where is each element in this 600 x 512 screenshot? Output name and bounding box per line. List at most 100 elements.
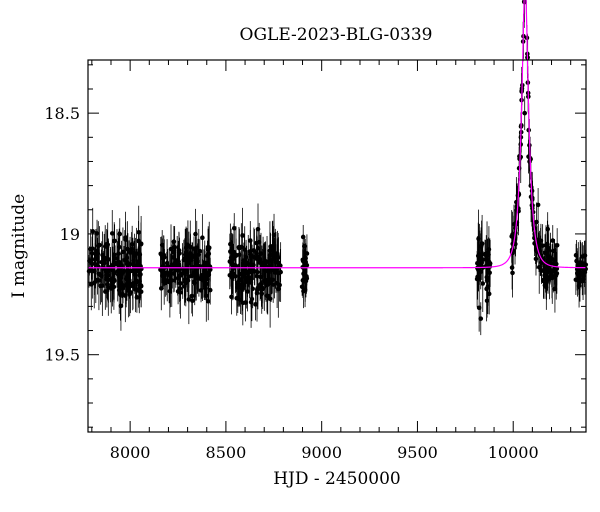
data-point (236, 281, 242, 287)
data-point (273, 268, 278, 274)
data-point (137, 278, 142, 284)
chart-title: OGLE-2023-BLG-0339 (240, 25, 433, 45)
data-point (248, 276, 254, 282)
data-point (229, 294, 234, 300)
data-point (549, 270, 555, 275)
data-point (270, 282, 276, 287)
data-point (265, 293, 271, 299)
data-point (89, 261, 95, 267)
data-point (101, 260, 107, 266)
data-point (267, 248, 273, 253)
data-point (158, 251, 164, 257)
data-point (578, 270, 583, 276)
data-point (103, 289, 108, 294)
data-point (109, 231, 115, 236)
data-point (243, 254, 249, 260)
data-point (486, 259, 492, 265)
y-axis-label: I magnitude (9, 194, 29, 298)
data-point (580, 273, 586, 279)
y-tick-label: 19 (60, 225, 80, 244)
data-point (577, 278, 583, 284)
data-point (90, 246, 95, 251)
data-point (545, 226, 550, 232)
data-point (200, 235, 205, 241)
y-tick-labels: 18.5 19 19.5 (44, 104, 80, 365)
data-point (554, 243, 560, 248)
data-point (227, 259, 233, 264)
data-point (117, 231, 123, 237)
data-point (477, 255, 483, 260)
data-point (227, 273, 233, 278)
y-tick-label: 19.5 (44, 346, 80, 365)
data-point (203, 286, 208, 291)
data-point (96, 271, 102, 277)
data-point (138, 241, 144, 247)
data-point (553, 261, 558, 267)
data-point (105, 271, 110, 276)
data-point (176, 248, 182, 253)
data-point (90, 229, 96, 234)
data-point (278, 269, 283, 275)
data-point (193, 231, 198, 237)
data-point (177, 273, 182, 279)
data-point (259, 291, 264, 296)
data-point (478, 316, 484, 321)
x-tick-label: 9500 (397, 443, 438, 462)
data-point (125, 275, 131, 281)
data-point (535, 202, 541, 208)
data-point (541, 268, 547, 274)
data-point (185, 242, 191, 248)
data-point (206, 270, 212, 275)
data-point (190, 298, 195, 304)
data-point (134, 263, 140, 269)
data-point (256, 239, 262, 245)
data-point (303, 255, 308, 261)
axis-ticks (88, 60, 586, 432)
x-tick-label: 8500 (206, 443, 247, 462)
data-point (573, 277, 579, 283)
data-point (301, 271, 306, 276)
data-point (116, 288, 122, 293)
plot-frame (87, 59, 587, 433)
data-point (171, 255, 176, 260)
data-point (193, 275, 199, 281)
data-point (129, 241, 135, 247)
data-point (243, 268, 248, 274)
data-point (479, 241, 485, 246)
data-point (98, 283, 103, 289)
data-point (545, 258, 551, 264)
x-tick-label: 10000 (488, 443, 539, 462)
data-point (483, 253, 489, 259)
data-point (248, 238, 253, 243)
y-tick-label: 18.5 (44, 104, 80, 123)
data-point (476, 267, 481, 273)
data-point (263, 278, 269, 283)
data-point (510, 270, 515, 276)
data-point (246, 269, 252, 274)
data-point (230, 271, 236, 276)
data-point (108, 286, 114, 291)
data-point (574, 258, 579, 264)
data-point (189, 273, 195, 279)
data-point (240, 300, 246, 306)
data-point (173, 263, 179, 268)
data-point (268, 278, 274, 283)
data-point (193, 255, 199, 261)
data-point (196, 252, 202, 257)
data-point (97, 242, 102, 248)
data-point (553, 270, 559, 276)
data-point (251, 262, 256, 268)
data-point (92, 257, 98, 262)
data-point (270, 244, 275, 249)
data-point (123, 237, 128, 242)
data-point (198, 288, 204, 293)
data-point (136, 229, 142, 235)
data-point (231, 225, 237, 231)
data-point (93, 252, 99, 258)
data-point (195, 263, 201, 268)
data-point (476, 305, 482, 311)
data-point (128, 268, 133, 274)
data-point (118, 303, 124, 309)
data-points (86, 0, 589, 336)
